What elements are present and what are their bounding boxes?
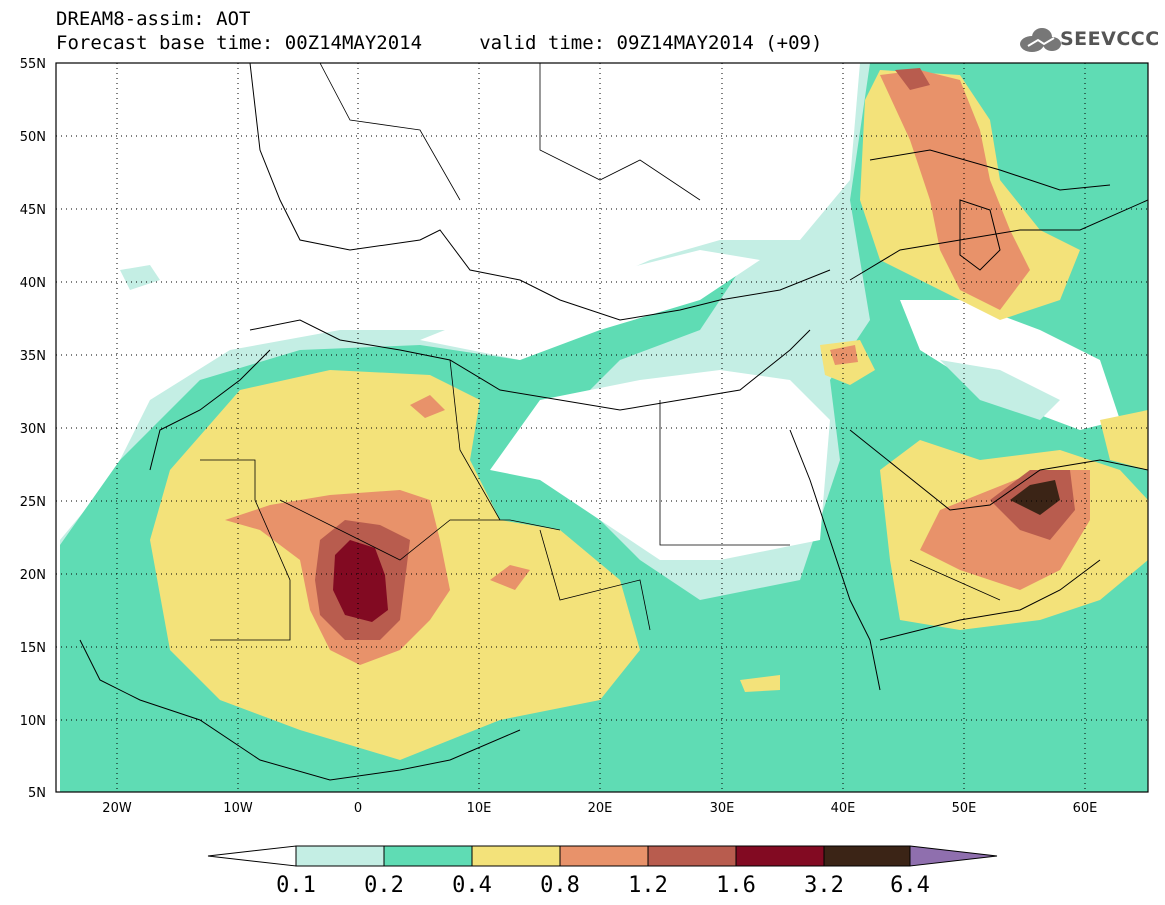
colorbar: 0.1 0.2 0.4 0.8 1.2 1.6 3.2 6.4	[207, 845, 998, 898]
colorbar-segment-0-2	[383, 845, 473, 867]
lon-tick-labels: 20W 10W 0 10E 20E 30E 40E 50E 60E	[102, 801, 1097, 816]
gridlines	[56, 63, 1148, 792]
lon-label-10w: 10W	[223, 801, 253, 816]
colorbar-label-6-4: 6.4	[890, 873, 930, 898]
lat-label-35n: 35N	[20, 349, 46, 364]
lat-label-15n: 15N	[20, 641, 46, 656]
country-borders	[200, 63, 1001, 641]
lon-label-50e: 50E	[952, 801, 977, 816]
colorbar-segment-3-2	[823, 845, 911, 867]
lon-label-10e: 10E	[467, 801, 492, 816]
lon-label-40e: 40E	[831, 801, 856, 816]
forecast-time-subtitle: Forecast base time: 00Z14MAY2014 valid t…	[56, 32, 823, 54]
colorbar-segment-0-8	[559, 845, 649, 867]
chart-title: DREAM8-assim: AOT	[56, 8, 251, 30]
colorbar-label-1-6: 1.6	[716, 873, 756, 898]
colorbar-segment-0-1	[295, 845, 385, 867]
aot-contour-1-6	[333, 540, 388, 622]
lat-label-5n: 5N	[28, 786, 46, 801]
lat-label-55n: 55N	[20, 57, 46, 72]
aot-field-layer	[60, 63, 1148, 792]
lat-label-25n: 25N	[20, 495, 46, 510]
coastlines	[79, 63, 1148, 781]
colorbar-label-0-8: 0.8	[540, 873, 580, 898]
seevccc-logo	[1020, 28, 1061, 52]
map-frame	[55, 62, 1149, 793]
lon-label-20e: 20E	[588, 801, 613, 816]
colorbar-segment-0-4	[471, 845, 561, 867]
colorbar-segment-1-6	[735, 845, 825, 867]
lat-label-30n: 30N	[20, 422, 46, 437]
colorbar-label-0-2: 0.2	[364, 873, 404, 898]
lat-label-40n: 40N	[20, 276, 46, 291]
lat-label-10n: 10N	[20, 714, 46, 729]
lon-label-30e: 30E	[710, 801, 735, 816]
lon-label-60e: 60E	[1073, 801, 1098, 816]
colorbar-label-0-4: 0.4	[452, 873, 492, 898]
lon-label-20w: 20W	[102, 801, 132, 816]
colorbar-label-1-2: 1.2	[628, 873, 668, 898]
colorbar-high-arrow	[909, 845, 998, 867]
colorbar-segment-1-2	[647, 845, 737, 867]
lon-label-0: 0	[354, 801, 362, 816]
lat-label-20n: 20N	[20, 568, 46, 583]
lat-label-50n: 50N	[20, 130, 46, 145]
lat-label-45n: 45N	[20, 203, 46, 218]
colorbar-low-arrow	[207, 845, 297, 867]
colorbar-label-0-1: 0.1	[276, 873, 316, 898]
aot-contour-3-2	[1010, 480, 1060, 515]
logo-text: SEEVCCC	[1060, 28, 1160, 50]
colorbar-label-3-2: 3.2	[804, 873, 844, 898]
cloud-icon	[1020, 28, 1061, 52]
lat-tick-labels: 55N 50N 45N 40N 35N 30N 25N 20N 15N 10N …	[20, 57, 46, 801]
